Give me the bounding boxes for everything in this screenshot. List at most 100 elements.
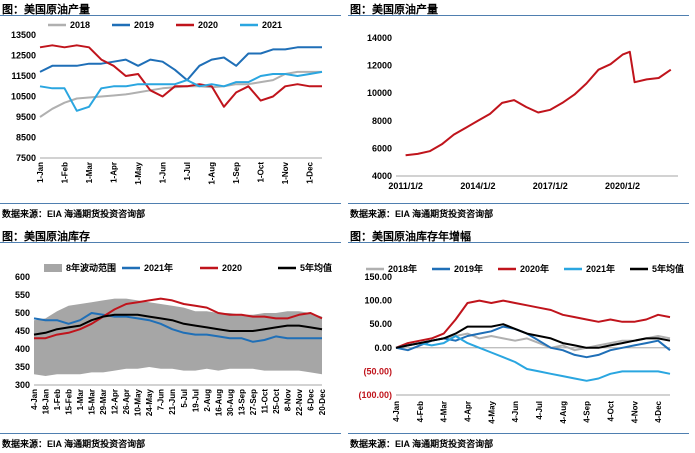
x-tick-label: 10-May xyxy=(134,388,143,416)
series-line-production xyxy=(405,50,672,157)
x-tick-label: 27-Sep xyxy=(249,389,258,415)
y-tick-label: (100.00) xyxy=(358,390,392,400)
panel-inventory: 图：美国原油库存 300 350 400 450 500 550 600 4-Jan 18-Ja… xyxy=(0,227,347,453)
series-line-2020 xyxy=(395,299,671,349)
x-tick-label: 1-Mar xyxy=(85,162,94,183)
y-tick-label: 600 xyxy=(15,272,30,282)
x-tick-label: 7-Jun xyxy=(157,389,166,410)
legend-label: 2020 xyxy=(198,20,218,30)
legend-label: 2019年 xyxy=(454,263,483,274)
y-tick-label: 450 xyxy=(15,326,30,336)
x-tick-label: 4-Apr xyxy=(463,401,472,422)
x-tick-label: 5-Jul xyxy=(180,389,189,408)
x-tick-label: 1-Feb xyxy=(61,162,70,183)
panel-title: 图：美国原油产量 xyxy=(2,4,90,16)
series-line-2021 xyxy=(39,70,323,112)
x-tick-label: 21-Jun xyxy=(168,389,177,415)
series-line-2018 xyxy=(39,70,322,118)
y-tick-label: 14000 xyxy=(367,33,392,43)
source-note: 数据来源：EIA 海通期货投资咨询部 xyxy=(350,209,494,219)
x-tick-label: 1-Jun xyxy=(159,162,168,183)
x-tick-label: 26-Apr xyxy=(122,389,131,414)
legend-label: 2019 xyxy=(134,20,154,30)
y-tick-label: 6000 xyxy=(372,143,392,153)
x-tick-label: 15-Mar xyxy=(88,389,97,415)
x-tick-label: 4-Dec xyxy=(654,400,663,422)
x-tick-label: 30-Aug xyxy=(226,389,235,416)
x-tick-label: 1-Aug xyxy=(208,162,217,185)
x-tick-label: 11-Oct xyxy=(260,389,269,414)
y-tick-label: 150.00 xyxy=(364,272,392,282)
x-tick-label: 2017/1/2 xyxy=(533,181,568,191)
x-tick-label: 4-Sep xyxy=(583,401,592,423)
y-tick-label: 11500 xyxy=(11,71,36,81)
x-tick-label: 2011/1/2 xyxy=(388,181,423,191)
series-line-2019 xyxy=(39,46,322,82)
x-tick-label: 4-Feb xyxy=(416,401,425,422)
x-tick-label: 1-Jan xyxy=(36,162,45,183)
x-tick-label: 20-Dec xyxy=(318,388,327,415)
y-tick-label: 300 xyxy=(15,380,30,390)
series-line-5 xyxy=(395,323,671,349)
y-tick-label: 10500 xyxy=(11,92,36,102)
x-tick-label: 1-Nov xyxy=(281,161,290,184)
x-tick-label: 1-May xyxy=(134,161,143,184)
x-tick-label: 4-Jan xyxy=(392,401,401,422)
y-tick-label: 13500 xyxy=(11,30,36,40)
y-tick-label: 8500 xyxy=(16,133,36,143)
x-tick-label: 29-Mar xyxy=(99,389,108,415)
x-tick-label: 4-Mar xyxy=(440,401,449,422)
chart-inventory-growth: 150.00 100.00 50.00 0.00 (50.00) (100.00)4-Ja… xyxy=(358,263,684,424)
source-note: 数据来源：EIA 海通期货投资咨询部 xyxy=(2,209,146,219)
y-tick-label: 7500 xyxy=(16,153,36,163)
y-tick-label: 50.00 xyxy=(369,319,392,329)
y-tick-label: 500 xyxy=(15,308,30,318)
x-tick-label: 1-Apr xyxy=(110,162,119,183)
y-tick-label: 9500 xyxy=(16,112,36,122)
legend-label: 2021年 xyxy=(144,262,173,273)
x-tick-label: 2-Aug xyxy=(203,389,212,412)
series-line-2021 xyxy=(395,335,671,382)
y-tick-label: 550 xyxy=(15,290,30,300)
series-line-2020 xyxy=(39,44,322,108)
legend-label: 2021 xyxy=(262,20,282,30)
y-tick-label: 8000 xyxy=(372,116,392,126)
legend-label: 5年均值 xyxy=(300,262,332,273)
title-rule xyxy=(0,15,341,16)
x-tick-label: 22-Nov xyxy=(295,388,304,415)
y-tick-label: 100.00 xyxy=(364,296,392,306)
chart-production-seasonal: 7500 8500 9500 10500 11500 12500 13500 1-Jan 1-F… xyxy=(11,20,323,185)
x-tick-label: 12-Apr xyxy=(111,389,120,414)
panel-production-history: 图：美国原油产量 4000 6000 8000 10000 12000 14000 2011… xyxy=(348,0,695,226)
panel-title: 图：美国原油产量 xyxy=(350,4,438,16)
x-tick-label: 24-May xyxy=(145,388,154,416)
legend-label: 8年波动范围 xyxy=(66,262,116,273)
title-rule xyxy=(348,242,689,243)
x-tick-label: 19-Jul xyxy=(191,389,200,412)
x-tick-label: 15-Feb xyxy=(65,389,74,415)
source-rule xyxy=(0,203,341,204)
y-tick-label: 12000 xyxy=(367,61,392,71)
y-tick-label: 4000 xyxy=(372,171,392,181)
x-tick-label: 8-Nov xyxy=(283,388,292,411)
y-tick-label: 400 xyxy=(15,344,30,354)
source-rule xyxy=(0,433,341,434)
series-line-2021 xyxy=(33,312,322,343)
legend-label: 2020年 xyxy=(520,263,549,274)
x-tick-label: 1-Feb xyxy=(53,389,62,410)
x-tick-label: 13-Sep xyxy=(237,389,246,415)
series-line-2020 xyxy=(34,297,323,340)
x-tick-label: 25-Oct xyxy=(272,389,281,414)
series-line-5 xyxy=(33,313,323,336)
x-tick-label: 16-Aug xyxy=(214,389,223,416)
source-rule xyxy=(348,433,689,434)
y-tick-label: 350 xyxy=(15,362,30,372)
x-tick-label: 1-Dec xyxy=(306,161,315,183)
x-tick-label: 18-Jan xyxy=(42,389,51,414)
y-tick-label: 10000 xyxy=(367,88,392,98)
x-tick-label: 4-May xyxy=(487,400,496,423)
legend-swatch xyxy=(44,264,62,272)
title-rule xyxy=(348,15,689,16)
panel-title: 图：美国原油库存 xyxy=(2,231,90,243)
